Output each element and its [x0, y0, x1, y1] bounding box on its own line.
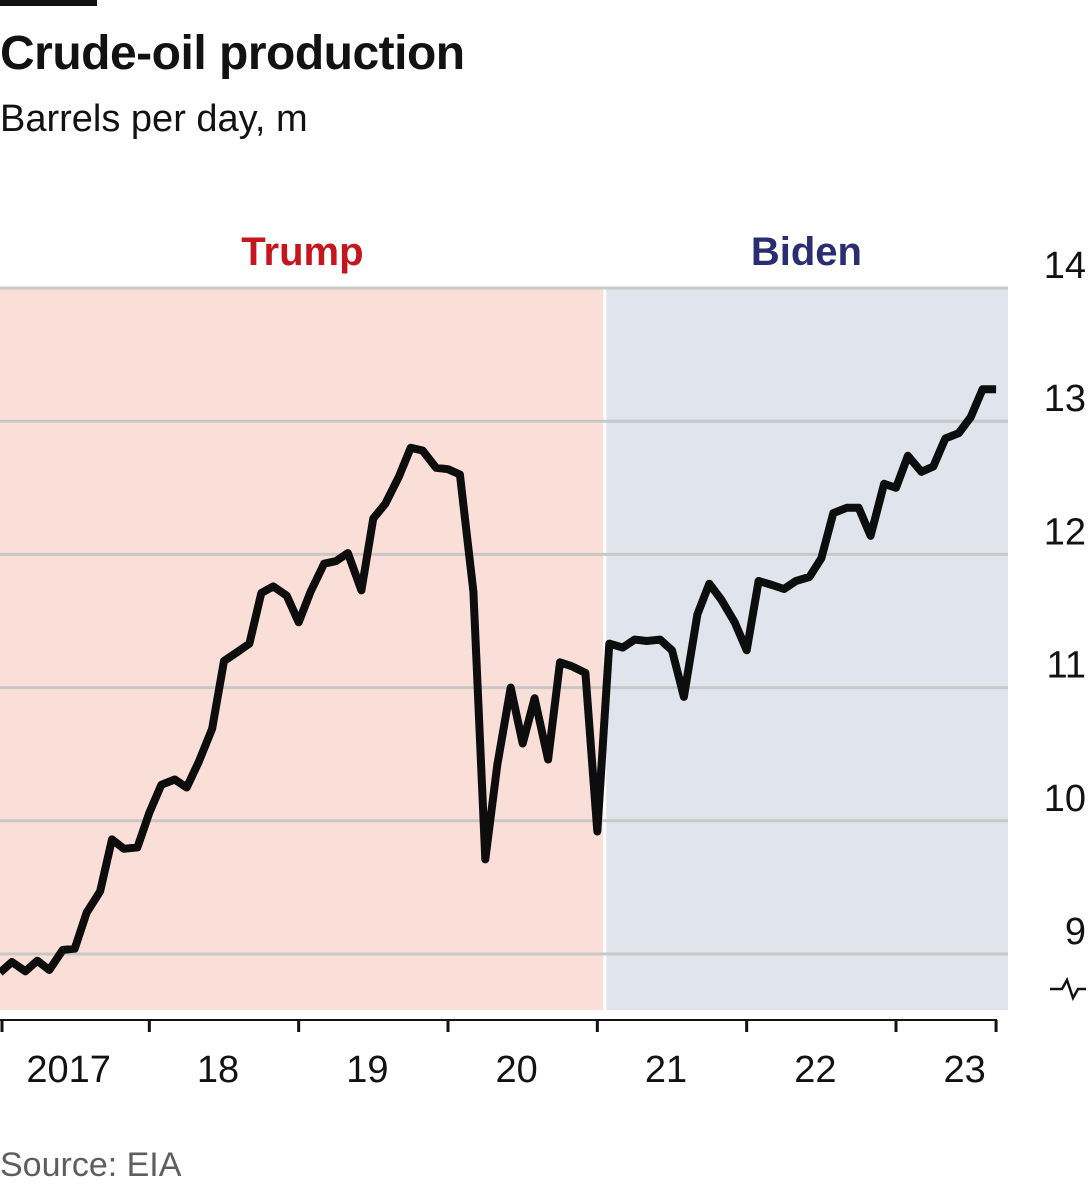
x-tick-label: 22: [794, 1049, 836, 1091]
production-line: [0, 385, 997, 976]
line-chart: 9 10 11 12 13 14 Trump Biden 2017 18 19 20 21 22 23: [0, 230, 1086, 1091]
x-axis-ticks: [0, 1020, 998, 1032]
y-axis-break-icon: [1050, 976, 1086, 1002]
x-tick-label: 19: [346, 1049, 388, 1091]
y-tick-label: 14: [1044, 245, 1086, 287]
trump-period-label: Trump: [241, 230, 363, 274]
top-accent-bar: [0, 0, 97, 6]
y-tick-label: 11: [1047, 645, 1086, 687]
x-tick-label: 2017: [26, 1049, 111, 1091]
y-tick-label: 12: [1044, 511, 1086, 553]
chart-title: Crude-oil production: [0, 27, 465, 80]
x-axis-labels: 2017 18 19 20 21 22 23: [26, 1049, 985, 1091]
x-tick-label: 21: [645, 1049, 687, 1091]
gridlines: [0, 286, 1008, 956]
y-axis-labels: 9 10 11 12 13 14: [1044, 245, 1086, 953]
y-tick-label: 10: [1044, 778, 1086, 820]
source-note: Source: EIA: [0, 1146, 182, 1184]
x-tick-label: 23: [944, 1049, 986, 1091]
y-tick-label: 13: [1044, 378, 1086, 420]
x-tick-label: 18: [197, 1049, 239, 1091]
x-tick-label: 20: [496, 1049, 538, 1091]
y-tick-label: 9: [1065, 911, 1086, 953]
chart-subtitle: Barrels per day, m: [0, 98, 308, 140]
biden-period-label: Biden: [751, 230, 862, 274]
